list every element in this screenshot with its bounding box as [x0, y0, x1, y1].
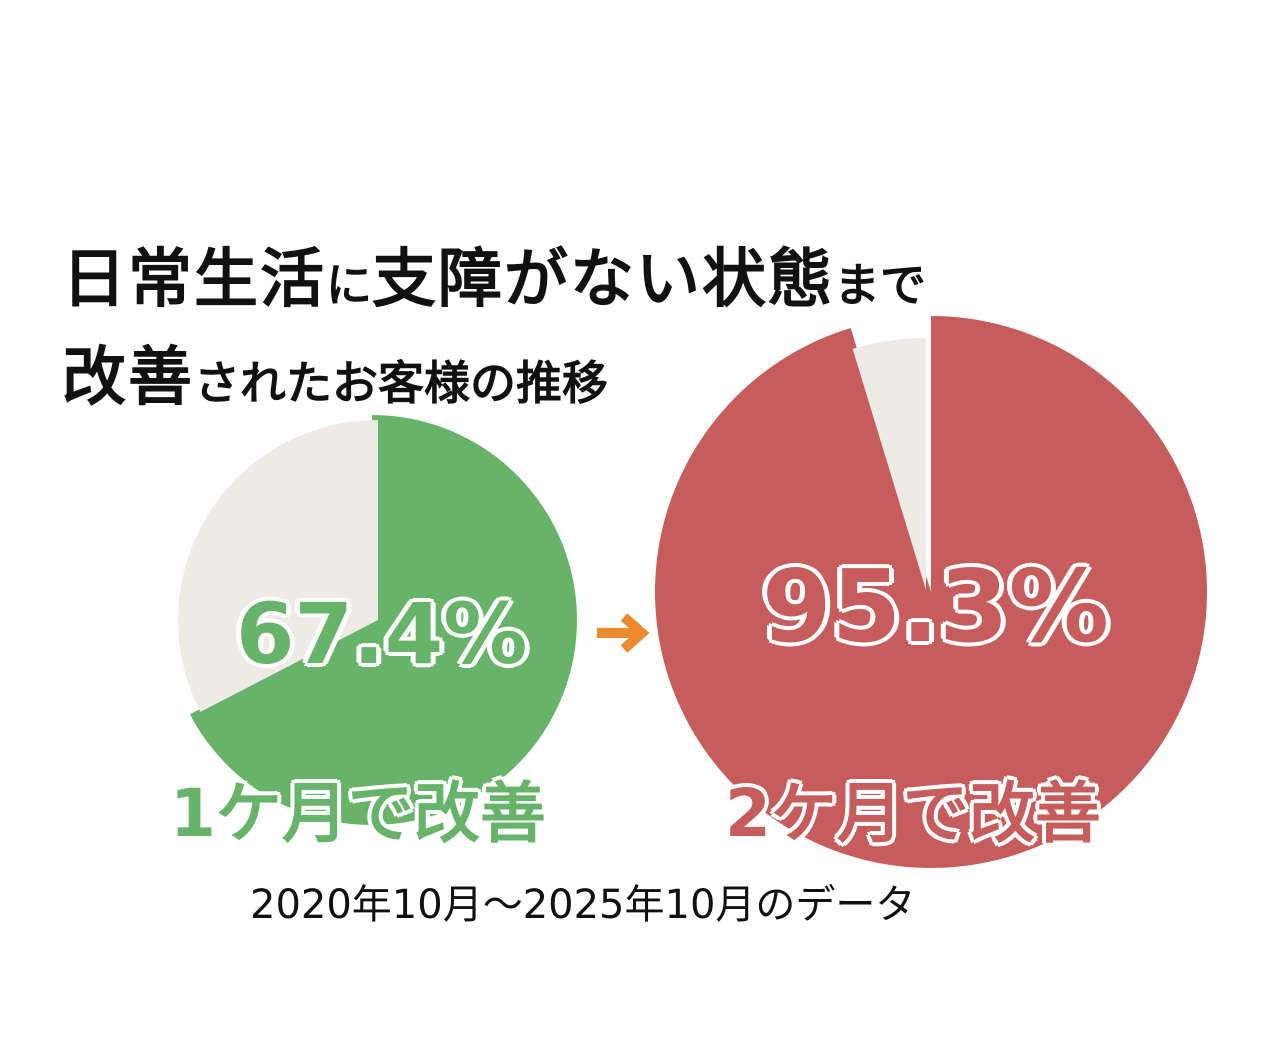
arrow-icon [597, 613, 650, 653]
caption-2: 2ケ月で改善 [725, 775, 1101, 852]
title-seg: 改善 [62, 341, 194, 415]
title-seg: に [326, 258, 372, 312]
pie-slice-remaining [852, 338, 926, 590]
title-seg: 日常生活 [62, 243, 326, 317]
pie-chart-1month [178, 415, 577, 825]
pie-chart-2month [655, 316, 1207, 868]
caption-1: 1ケ月で改善 [170, 775, 546, 852]
value-label-2: 95.3% [762, 548, 1109, 665]
title-seg: 支障がない状態 [372, 243, 834, 317]
footer-note: 2020年10月～2025年10月のデータ [250, 882, 916, 928]
pie-slice-improved [655, 316, 1207, 868]
title-line-1: 日常生活に支障がない状態まで [62, 228, 926, 320]
title-seg: まで [834, 258, 926, 312]
pie-slice-remaining [178, 420, 378, 712]
title-line-2: 改善されたお客様の推移 [62, 326, 608, 418]
title-seg: されたお客様の推移 [194, 356, 608, 410]
value-label-1: 67.4% [236, 585, 528, 683]
pie-slice-improved [189, 415, 577, 825]
